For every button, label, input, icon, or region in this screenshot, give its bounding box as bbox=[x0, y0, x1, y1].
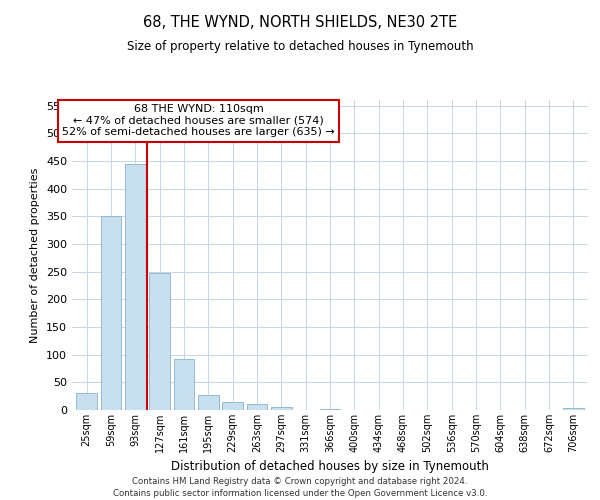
Bar bbox=[247, 404, 268, 410]
Bar bbox=[101, 216, 121, 410]
Bar bbox=[563, 408, 584, 410]
Bar bbox=[149, 272, 170, 410]
Text: 68, THE WYND, NORTH SHIELDS, NE30 2TE: 68, THE WYND, NORTH SHIELDS, NE30 2TE bbox=[143, 15, 457, 30]
Text: Size of property relative to detached houses in Tynemouth: Size of property relative to detached ho… bbox=[127, 40, 473, 53]
Text: Contains HM Land Registry data © Crown copyright and database right 2024.: Contains HM Land Registry data © Crown c… bbox=[132, 478, 468, 486]
Text: 68 THE WYND: 110sqm
← 47% of detached houses are smaller (574)
52% of semi-detac: 68 THE WYND: 110sqm ← 47% of detached ho… bbox=[62, 104, 335, 138]
Bar bbox=[173, 358, 194, 410]
Bar bbox=[198, 395, 218, 410]
Y-axis label: Number of detached properties: Number of detached properties bbox=[31, 168, 40, 342]
Bar bbox=[125, 164, 146, 410]
X-axis label: Distribution of detached houses by size in Tynemouth: Distribution of detached houses by size … bbox=[171, 460, 489, 473]
Text: Contains public sector information licensed under the Open Government Licence v3: Contains public sector information licen… bbox=[113, 489, 487, 498]
Bar bbox=[222, 402, 243, 410]
Bar bbox=[320, 409, 340, 410]
Bar bbox=[271, 406, 292, 410]
Bar bbox=[76, 394, 97, 410]
